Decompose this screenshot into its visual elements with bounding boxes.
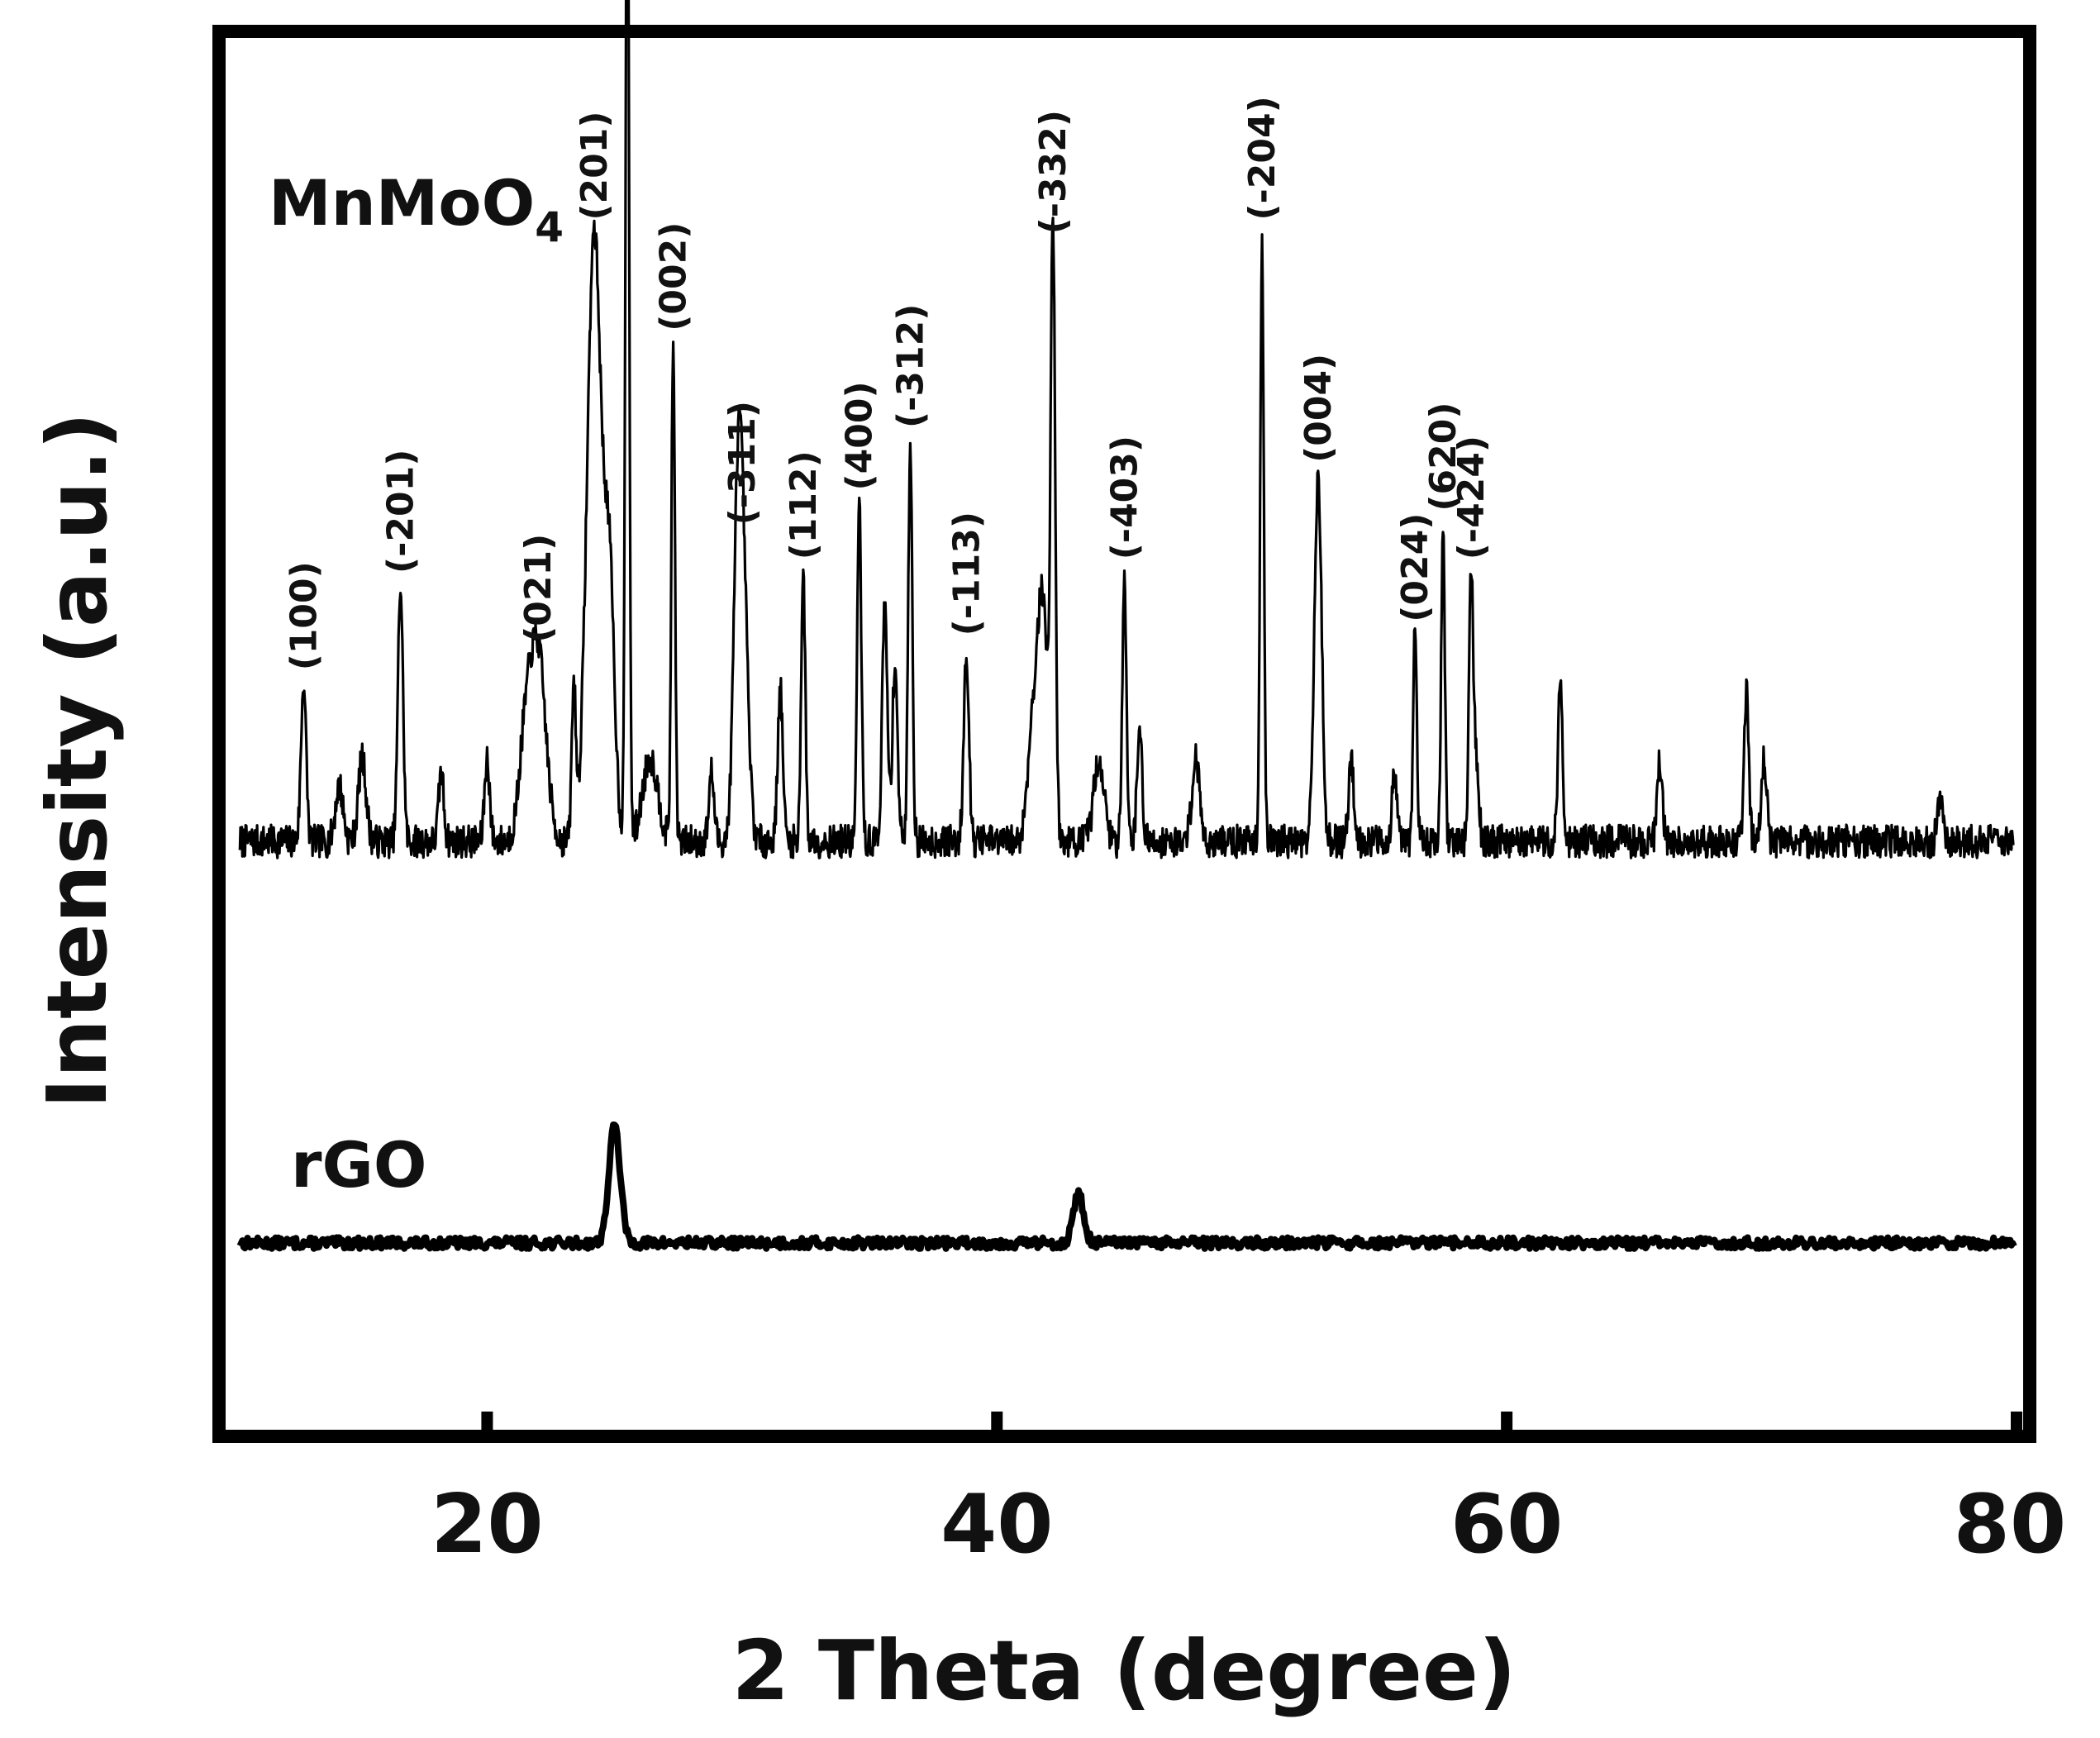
series-label-mnmoo4: MnMoO4 — [269, 166, 564, 251]
x-tick-label: 80 — [1954, 1478, 2066, 1572]
series-label-mnmoo4-text: MnMoO — [269, 166, 535, 240]
peak-label: (004) — [1298, 354, 1340, 463]
peak-label: (-204) — [1241, 96, 1283, 220]
peak-label: (-113) — [945, 512, 988, 636]
peak-label: (400) — [839, 381, 881, 490]
peak-label: (-312) — [889, 304, 931, 428]
peak-label: (100) — [283, 561, 325, 670]
peak-labels: (100)(-201)(021)(201)(220)(002)(-311)(11… — [283, 96, 1493, 670]
plot-frame — [212, 25, 2036, 1443]
peak-label: (-201) — [380, 450, 422, 574]
x-axis-title: 2 Theta (degree) — [731, 1622, 1516, 1719]
peak-label: (-424) — [1450, 436, 1493, 559]
series-line-rgo — [236, 1121, 2017, 1252]
series-label-rgo: rGO — [291, 1128, 426, 1202]
peak-label: (112) — [783, 450, 825, 559]
peak-label: (-403) — [1104, 436, 1146, 559]
series-label-mnmoo4-subscript: 4 — [535, 203, 564, 251]
peak-label: (002) — [653, 222, 695, 331]
peak-label: (024) — [1394, 513, 1436, 622]
peak-label: (201) — [574, 112, 616, 221]
x-axis-ticks: 20 40 60 80 — [431, 1412, 2066, 1572]
peak-label: (620) — [1422, 402, 1464, 512]
peak-label: (-332) — [1032, 110, 1074, 234]
x-tick-label: 60 — [1450, 1478, 1563, 1572]
peak-label: (-311) — [721, 401, 764, 525]
x-tick-label: 20 — [431, 1478, 543, 1572]
peak-label: (021) — [517, 534, 560, 643]
series-line-mnmoo4 — [238, 0, 2015, 859]
y-axis-title: Intensity (a.u.) — [29, 412, 126, 1109]
x-tick-label: 40 — [940, 1478, 1053, 1572]
